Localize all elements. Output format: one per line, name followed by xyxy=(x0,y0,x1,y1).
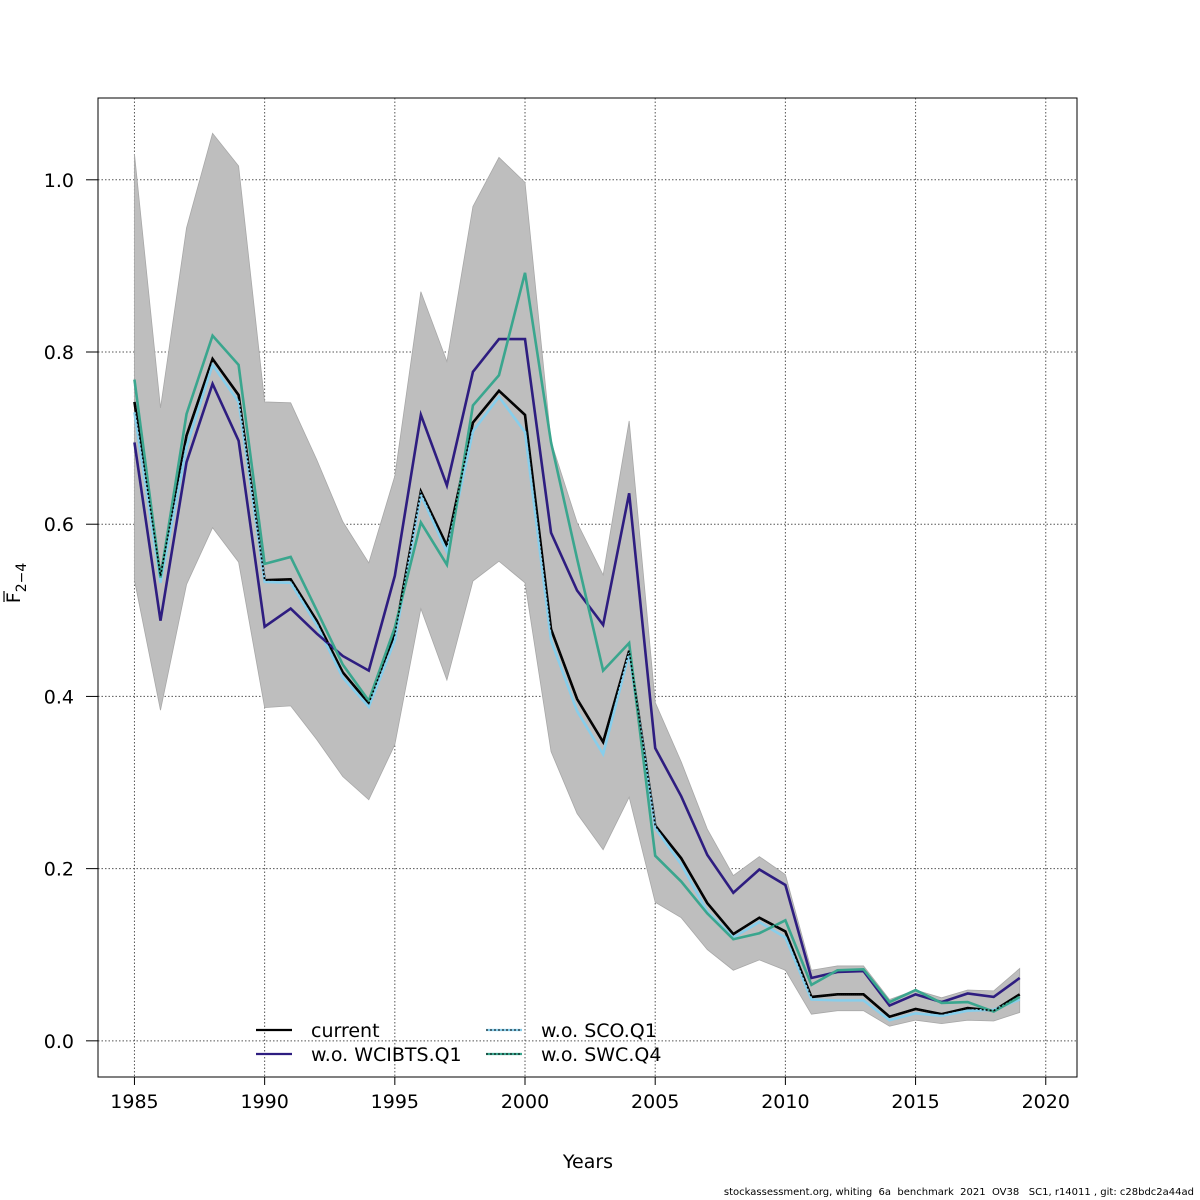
y-axis-title-main: F xyxy=(3,592,25,603)
legend-label-w-o-swc-q4: w.o. SWC.Q4 xyxy=(541,1044,661,1066)
legend-label-w-o-wcibts-q1: w.o. WCIBTS.Q1 xyxy=(311,1044,462,1066)
x-tick-label: 2000 xyxy=(501,1091,549,1113)
series-line-w-o-swc-q4 xyxy=(133,272,1021,1013)
y-axis-title-subscript: 2−4 xyxy=(14,563,30,593)
x-axis-title: Years xyxy=(562,1151,613,1173)
y-tick-label: 0.2 xyxy=(44,859,74,881)
confidence-band xyxy=(134,132,1021,1027)
x-tick-label: 2005 xyxy=(631,1091,679,1113)
y-tick-label: 0.8 xyxy=(44,342,74,364)
x-tick-label: 1990 xyxy=(240,1091,288,1113)
series-lines-group xyxy=(133,272,1021,1022)
x-tick-label: 2020 xyxy=(1022,1091,1070,1113)
y-tick-label: 0.6 xyxy=(44,514,74,536)
y-tick-label: 0.0 xyxy=(44,1031,74,1053)
legend-label-w-o-sco-q1: w.o. SCO.Q1 xyxy=(541,1020,657,1042)
series-line-w-o-sco-q1 xyxy=(133,362,1021,1022)
y-axis: 0.0 0.2 0.4 0.6 0.8 1.0 xyxy=(44,170,98,1053)
legend-label-current: current xyxy=(311,1020,380,1042)
plot-frame xyxy=(97,97,1078,1078)
series-line-w-o-wcibts-q1 xyxy=(133,337,1021,1008)
footer-caption: stockassessment.org, whiting 6a benchmar… xyxy=(723,1187,1194,1198)
x-tick-label: 2010 xyxy=(761,1091,809,1113)
x-tick-label: 1985 xyxy=(110,1091,158,1113)
y-tick-label: 1.0 xyxy=(44,170,74,192)
x-axis: 1985 1990 1995 2000 2005 2010 2015 2020 xyxy=(110,1077,1070,1113)
x-tick-label: 2015 xyxy=(891,1091,939,1113)
y-tick-label: 0.4 xyxy=(44,686,74,708)
y-axis-title: F2−4 xyxy=(3,563,30,604)
x-tick-label: 1995 xyxy=(371,1091,419,1113)
confidence-band-group xyxy=(134,132,1021,1027)
svg-text:F2−4: F2−4 xyxy=(3,563,30,604)
series-line-current-overlay xyxy=(133,357,1021,1018)
